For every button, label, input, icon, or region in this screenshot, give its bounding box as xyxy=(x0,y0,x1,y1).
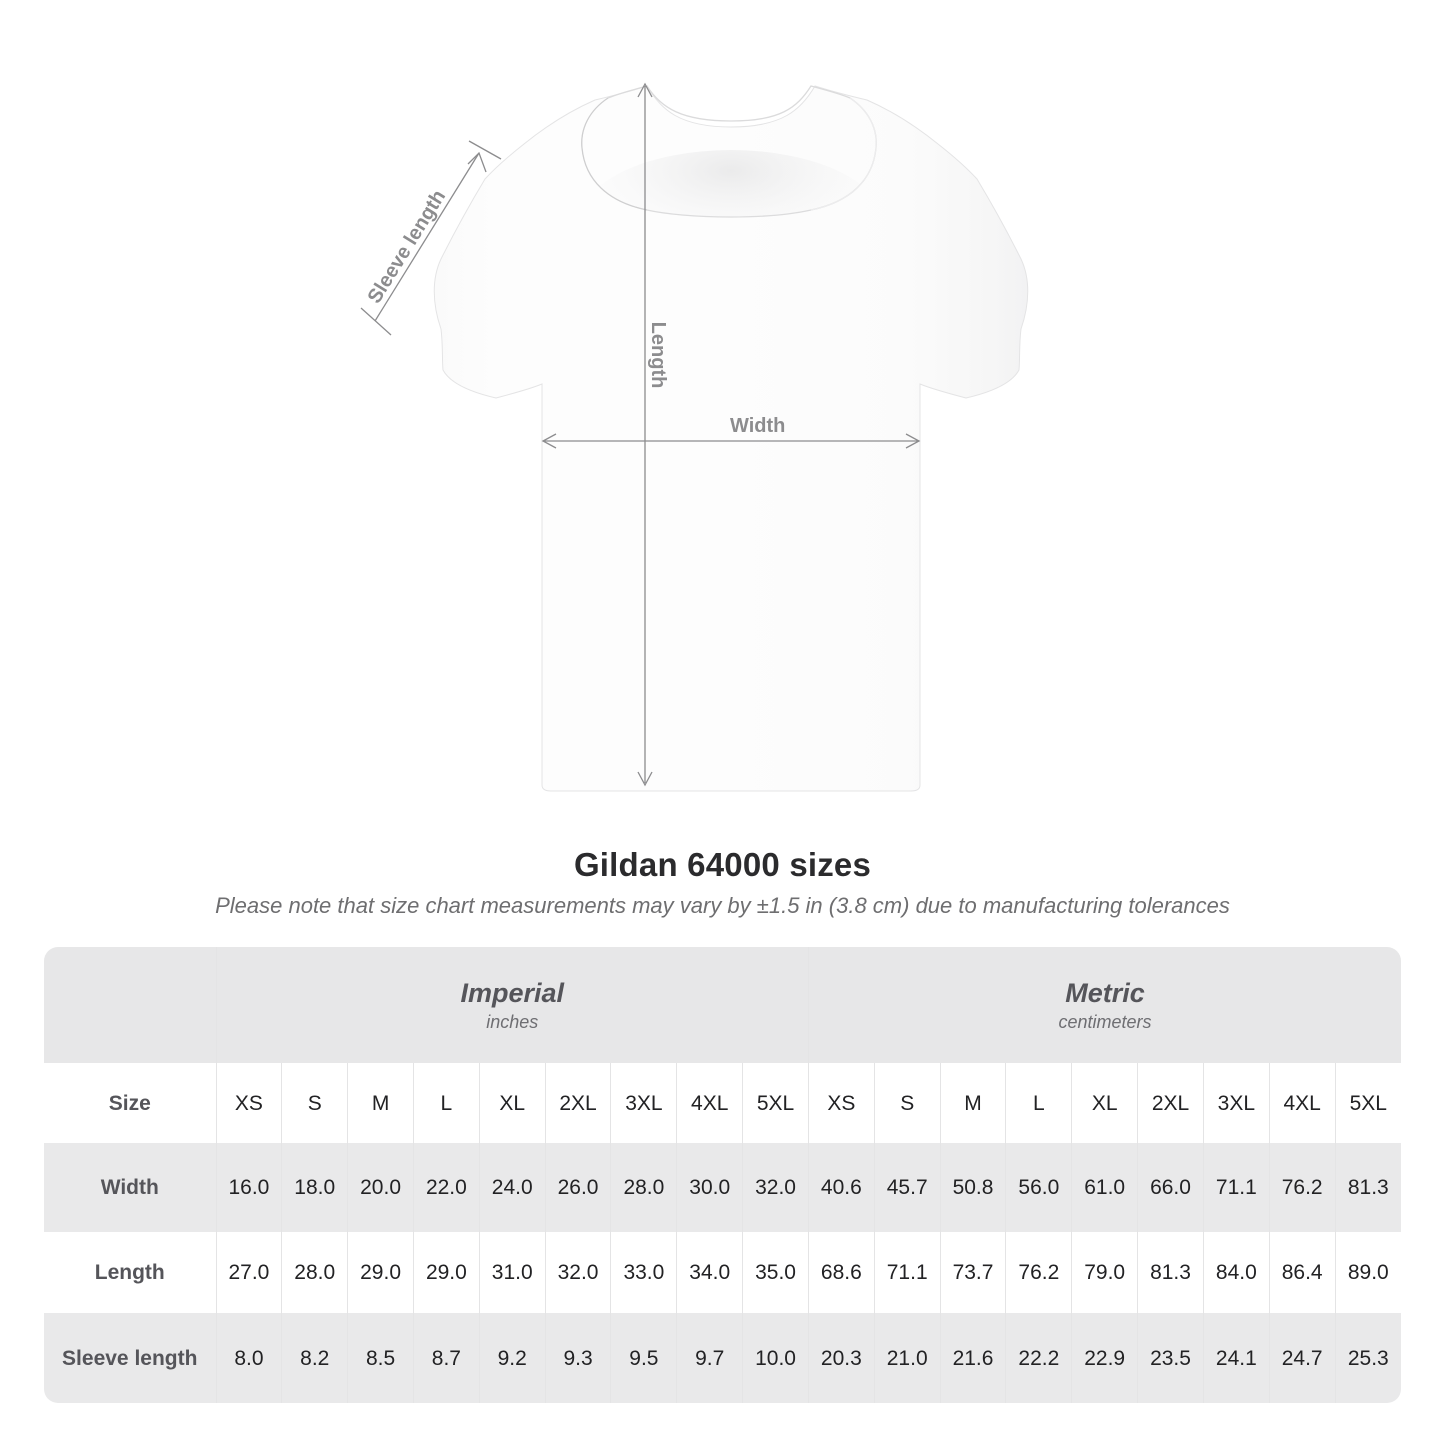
svg-text:Width: Width xyxy=(730,415,785,437)
svg-text:Length: Length xyxy=(647,322,669,389)
